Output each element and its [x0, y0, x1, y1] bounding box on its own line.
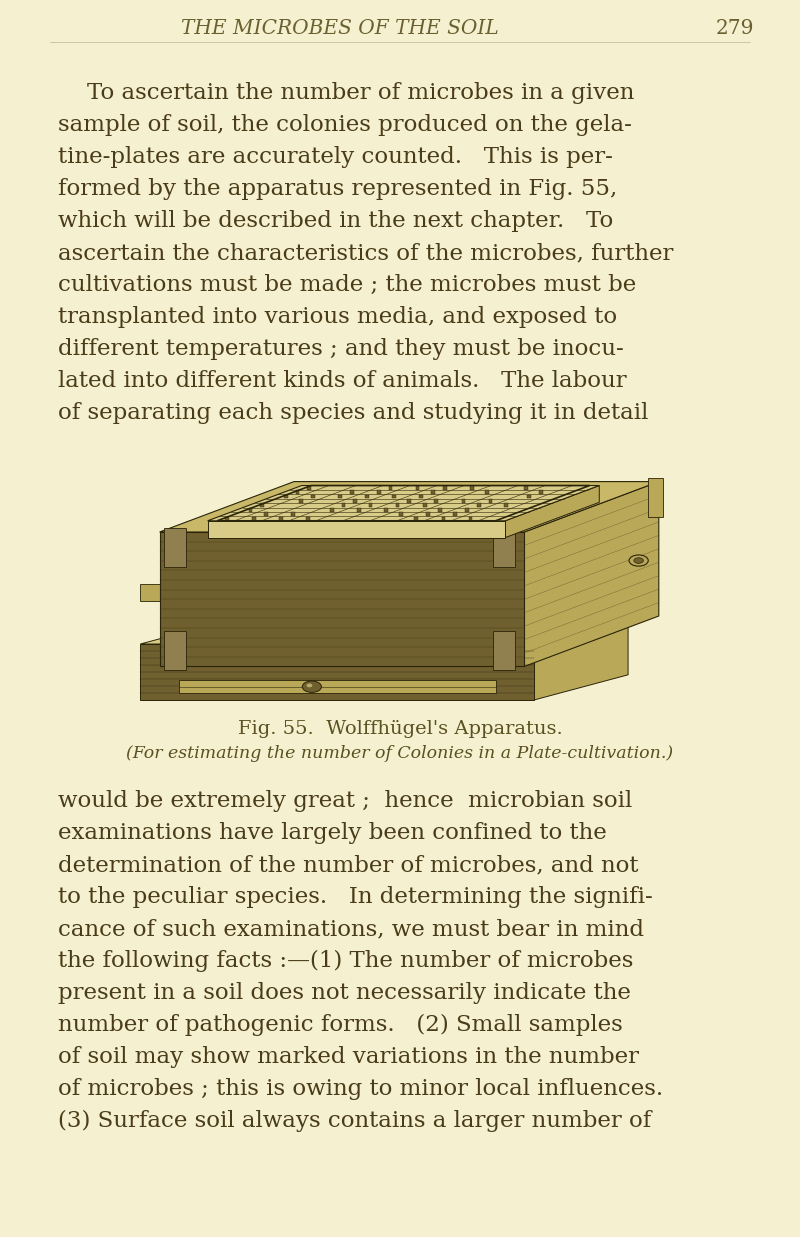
Bar: [225, 517, 229, 521]
Ellipse shape: [302, 682, 322, 693]
Ellipse shape: [306, 684, 312, 688]
Bar: [141, 644, 534, 700]
Bar: [493, 631, 515, 670]
Bar: [442, 486, 446, 490]
Bar: [354, 499, 357, 503]
Polygon shape: [160, 481, 659, 532]
Text: of separating each species and studying it in detail: of separating each species and studying …: [58, 402, 648, 424]
Text: cance of such examinations, we must bear in mind: cance of such examinations, we must bear…: [58, 918, 644, 940]
Bar: [384, 508, 388, 512]
Bar: [414, 517, 418, 521]
Bar: [416, 486, 419, 490]
Text: Fig. 55.  Wolffhügel's Apparatus.: Fig. 55. Wolffhügel's Apparatus.: [238, 720, 562, 738]
Bar: [396, 503, 399, 507]
Polygon shape: [208, 485, 599, 521]
Text: to the peculiar species.   In determining the signifi-: to the peculiar species. In determining …: [58, 886, 653, 908]
Ellipse shape: [634, 558, 643, 563]
Text: formed by the apparatus represented in Fig. 55,: formed by the apparatus represented in F…: [58, 178, 618, 200]
Bar: [389, 486, 393, 490]
Text: determination of the number of microbes, and not: determination of the number of microbes,…: [58, 854, 638, 876]
Polygon shape: [525, 481, 659, 667]
Bar: [469, 517, 473, 521]
Bar: [208, 521, 506, 538]
Bar: [489, 499, 493, 503]
Text: number of pathogenic forms.   (2) Small samples: number of pathogenic forms. (2) Small sa…: [58, 1014, 622, 1037]
Bar: [160, 532, 525, 667]
Bar: [454, 512, 457, 516]
Bar: [284, 495, 288, 499]
Bar: [307, 486, 311, 490]
Bar: [470, 486, 474, 490]
Bar: [392, 495, 396, 499]
Bar: [357, 508, 361, 512]
Text: of microbes ; this is owing to minor local influences.: of microbes ; this is owing to minor loc…: [58, 1077, 663, 1100]
Bar: [465, 508, 469, 512]
Text: of soil may show marked variations in the number: of soil may show marked variations in th…: [58, 1047, 639, 1068]
Text: (3) Surface soil always contains a larger number of: (3) Surface soil always contains a large…: [58, 1110, 651, 1132]
Bar: [279, 517, 283, 521]
Bar: [426, 512, 430, 516]
Bar: [350, 490, 354, 494]
Ellipse shape: [629, 555, 648, 567]
Bar: [407, 499, 411, 503]
Bar: [342, 503, 346, 507]
Polygon shape: [506, 485, 599, 538]
Text: ascertain the characteristics of the microbes, further: ascertain the characteristics of the mic…: [58, 242, 674, 263]
Bar: [369, 503, 373, 507]
Bar: [252, 517, 256, 521]
Text: tine-plates are accurately counted.   This is per-: tine-plates are accurately counted. This…: [58, 146, 613, 168]
Bar: [165, 528, 186, 568]
Bar: [249, 508, 253, 512]
Polygon shape: [534, 618, 628, 700]
Bar: [264, 512, 268, 516]
Bar: [377, 490, 381, 494]
Bar: [291, 512, 294, 516]
Bar: [431, 490, 434, 494]
Bar: [462, 499, 466, 503]
Bar: [442, 517, 446, 521]
Bar: [524, 486, 528, 490]
Bar: [648, 477, 663, 517]
Text: present in a soil does not necessarily indicate the: present in a soil does not necessarily i…: [58, 982, 631, 1004]
Text: THE MICROBES OF THE SOIL: THE MICROBES OF THE SOIL: [181, 19, 499, 37]
Bar: [179, 680, 496, 693]
Bar: [296, 490, 299, 494]
Text: different temperatures ; and they must be inocu-: different temperatures ; and they must b…: [58, 338, 624, 360]
Bar: [299, 499, 303, 503]
Text: examinations have largely been confined to the: examinations have largely been confined …: [58, 823, 606, 844]
Bar: [419, 495, 423, 499]
Text: cultivations must be made ; the microbes must be: cultivations must be made ; the microbes…: [58, 275, 636, 296]
Bar: [365, 495, 369, 499]
Bar: [504, 503, 508, 507]
Bar: [399, 512, 403, 516]
Bar: [477, 503, 481, 507]
Bar: [306, 517, 310, 521]
Text: 279: 279: [716, 19, 754, 37]
Bar: [527, 495, 531, 499]
Text: lated into different kinds of animals.   The labour: lated into different kinds of animals. T…: [58, 370, 626, 392]
Text: the following facts :—(1) The number of microbes: the following facts :—(1) The number of …: [58, 950, 634, 972]
Text: would be extremely great ;  hence  microbian soil: would be extremely great ; hence microbi…: [58, 790, 632, 811]
Text: transplanted into various media, and exposed to: transplanted into various media, and exp…: [58, 306, 617, 328]
Text: To ascertain the number of microbes in a given: To ascertain the number of microbes in a…: [58, 82, 634, 104]
Bar: [434, 499, 438, 503]
Text: sample of soil, the colonies produced on the gela-: sample of soil, the colonies produced on…: [58, 114, 632, 136]
Bar: [330, 508, 334, 512]
Bar: [260, 503, 264, 507]
Bar: [141, 584, 170, 601]
Text: which will be described in the next chapter.   To: which will be described in the next chap…: [58, 210, 614, 233]
Bar: [422, 503, 426, 507]
Polygon shape: [141, 618, 628, 644]
Bar: [165, 631, 186, 670]
Bar: [438, 508, 442, 512]
Bar: [485, 490, 489, 494]
Text: (For estimating the number of Colonies in a Plate-cultivation.): (For estimating the number of Colonies i…: [126, 745, 674, 762]
Bar: [539, 490, 543, 494]
Bar: [493, 528, 515, 568]
Bar: [311, 495, 314, 499]
Bar: [338, 495, 342, 499]
